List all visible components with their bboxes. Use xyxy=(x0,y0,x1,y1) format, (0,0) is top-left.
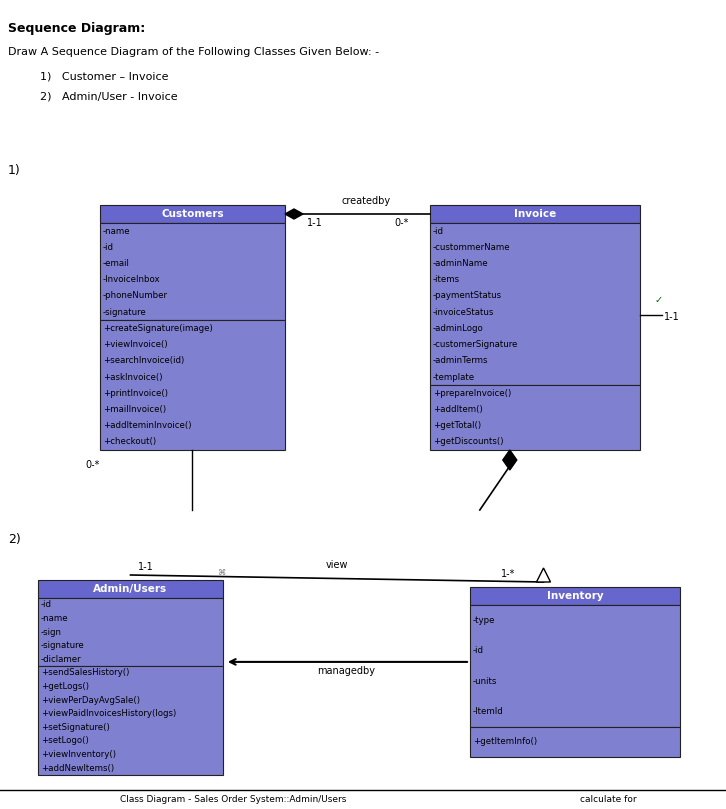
Text: +checkout(): +checkout() xyxy=(103,438,156,447)
Text: -units: -units xyxy=(473,676,497,685)
Text: Invoice: Invoice xyxy=(514,209,556,219)
Text: 2)   Admin/User - Invoice: 2) Admin/User - Invoice xyxy=(40,91,178,101)
Text: +viewInvoice(): +viewInvoice() xyxy=(103,340,168,349)
Text: +setSignature(): +setSignature() xyxy=(41,723,110,732)
Text: -diclamer: -diclamer xyxy=(41,654,81,663)
Text: -sign: -sign xyxy=(41,628,62,637)
Text: -type: -type xyxy=(473,616,496,625)
Text: +addIteminInvoice(): +addIteminInvoice() xyxy=(103,421,192,430)
Text: +getDiscounts(): +getDiscounts() xyxy=(433,438,504,447)
Text: -custommerName: -custommerName xyxy=(433,243,510,252)
Text: 0-*: 0-* xyxy=(395,218,409,228)
Text: Inventory: Inventory xyxy=(547,591,603,601)
Bar xyxy=(100,205,285,223)
Text: +sendSalesHistory(): +sendSalesHistory() xyxy=(41,668,129,677)
Text: -email: -email xyxy=(103,259,130,268)
Text: +addItem(): +addItem() xyxy=(433,405,483,414)
Text: +setLogo(): +setLogo() xyxy=(41,736,89,745)
Text: 0-*: 0-* xyxy=(85,460,99,470)
Text: +printInvoice(): +printInvoice() xyxy=(103,389,168,398)
Text: Sequence Diagram:: Sequence Diagram: xyxy=(8,22,145,35)
Text: Customers: Customers xyxy=(161,209,224,219)
Text: -signature: -signature xyxy=(103,307,147,316)
Text: -signature: -signature xyxy=(41,642,85,650)
Text: -adminTerms: -adminTerms xyxy=(433,356,489,366)
Text: +viewInventory(): +viewInventory() xyxy=(41,750,116,759)
Text: 2): 2) xyxy=(8,533,21,547)
Text: view: view xyxy=(326,561,348,570)
Text: -id: -id xyxy=(433,227,444,235)
Text: -name: -name xyxy=(41,614,69,623)
Text: -name: -name xyxy=(103,227,131,235)
Text: 1-1: 1-1 xyxy=(138,562,153,572)
Text: -InvoiceInbox: -InvoiceInbox xyxy=(103,275,160,284)
Bar xyxy=(100,320,285,450)
Text: -id: -id xyxy=(41,600,52,609)
Text: -adminLogo: -adminLogo xyxy=(433,324,484,332)
Text: 1)   Customer – Invoice: 1) Customer – Invoice xyxy=(40,71,168,81)
Bar xyxy=(470,587,680,605)
Text: -items: -items xyxy=(433,275,460,284)
Text: +viewPerDayAvgSale(): +viewPerDayAvgSale() xyxy=(41,696,140,705)
Text: -template: -template xyxy=(433,372,475,382)
Text: -paymentStatus: -paymentStatus xyxy=(433,291,502,300)
Text: +getTotal(): +getTotal() xyxy=(433,421,481,430)
Text: +getItemInfo(): +getItemInfo() xyxy=(473,737,537,746)
Bar xyxy=(430,205,640,223)
Text: 1): 1) xyxy=(8,163,21,176)
Bar xyxy=(38,580,223,598)
Text: 1-1: 1-1 xyxy=(664,312,680,322)
Text: calculate for: calculate for xyxy=(580,795,637,804)
Text: -ItemId: -ItemId xyxy=(473,707,504,716)
Text: +searchInvoice(id): +searchInvoice(id) xyxy=(103,356,184,366)
Text: +createSignature(image): +createSignature(image) xyxy=(103,324,213,332)
Text: -customerSignature: -customerSignature xyxy=(433,340,518,349)
Bar xyxy=(38,666,223,775)
Text: -phoneNumber: -phoneNumber xyxy=(103,291,168,300)
Text: Class Diagram - Sales Order System::Admin/Users: Class Diagram - Sales Order System::Admi… xyxy=(120,795,346,804)
Bar xyxy=(470,726,680,757)
Text: 1-1: 1-1 xyxy=(307,218,323,228)
Text: +mailInvoice(): +mailInvoice() xyxy=(103,405,166,414)
Text: -adminName: -adminName xyxy=(433,259,489,268)
Text: +askInvoice(): +askInvoice() xyxy=(103,372,163,382)
Text: -id: -id xyxy=(473,646,484,655)
Text: +prepareInvoice(): +prepareInvoice() xyxy=(433,389,511,398)
Text: Draw A Sequence Diagram of the Following Classes Given Below: -: Draw A Sequence Diagram of the Following… xyxy=(8,47,379,57)
Text: Admin/Users: Admin/Users xyxy=(94,584,168,594)
Text: -invoiceStatus: -invoiceStatus xyxy=(433,307,494,316)
Text: 1-*: 1-* xyxy=(502,569,515,579)
Text: +viewPaidInvoicesHistory(logs): +viewPaidInvoicesHistory(logs) xyxy=(41,709,176,718)
Bar xyxy=(470,605,680,726)
Text: -id: -id xyxy=(103,243,114,252)
Text: ⌘: ⌘ xyxy=(218,568,227,577)
Text: +addNewItems(): +addNewItems() xyxy=(41,764,114,773)
Polygon shape xyxy=(285,209,303,219)
Bar xyxy=(430,385,640,450)
Text: createdby: createdby xyxy=(342,196,391,206)
Bar xyxy=(430,223,640,385)
Bar xyxy=(100,223,285,320)
Polygon shape xyxy=(537,568,550,582)
Text: +getLogs(): +getLogs() xyxy=(41,682,89,691)
Text: ✓: ✓ xyxy=(655,295,663,305)
Polygon shape xyxy=(503,450,517,470)
Bar xyxy=(38,598,223,666)
Text: managedby: managedby xyxy=(317,666,375,676)
